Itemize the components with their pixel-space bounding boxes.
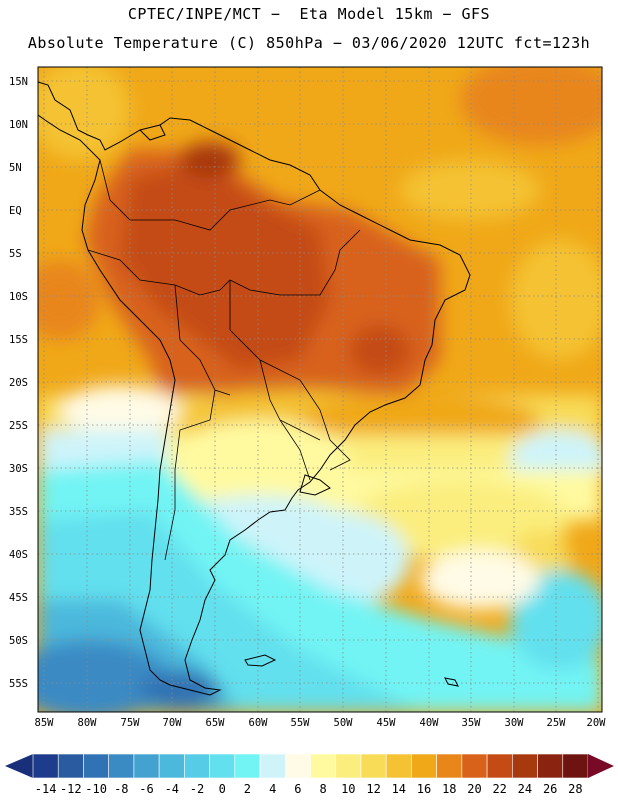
lon-label: 80W <box>77 717 97 729</box>
colorbar-swatch <box>284 753 311 779</box>
lon-label: 30W <box>504 717 524 729</box>
colorbar-label: -12 <box>59 782 82 796</box>
lon-label: 40W <box>419 717 439 729</box>
colorbar-label: 2 <box>243 782 251 796</box>
colorbar-swatch <box>335 753 362 779</box>
country-borders <box>87 159 361 561</box>
lon-label: 65W <box>205 717 225 729</box>
colorbar-swatch <box>512 753 538 779</box>
temperature-field <box>38 67 602 712</box>
lat-label: 15S <box>9 334 28 346</box>
colorbar-swatch <box>158 753 185 779</box>
colorbar-swatch <box>562 753 589 779</box>
colorbar-label: -2 <box>189 782 205 796</box>
lon-label: 45W <box>376 717 396 729</box>
colorbar-swatch <box>310 753 337 779</box>
colorbar-swatch <box>133 753 160 779</box>
lat-label: 40S <box>9 549 28 561</box>
colorbar-label: 18 <box>442 782 457 796</box>
lon-label: 55W <box>290 717 310 729</box>
colorbar-label: 12 <box>366 782 381 796</box>
colorbar-swatch <box>83 753 109 779</box>
colorbar-label: -14 <box>34 782 57 796</box>
lat-label: 10N <box>9 119 28 131</box>
lon-label: 20W <box>586 717 606 729</box>
coastlines <box>38 81 471 696</box>
colorbar-label: 26 <box>542 782 558 796</box>
colorbar-label: -10 <box>85 782 107 796</box>
colorbar-swatch <box>385 753 412 779</box>
colorbar-swatch <box>461 753 488 779</box>
colorbar-swatch <box>184 753 210 779</box>
colorbar-label: 20 <box>467 782 482 796</box>
colorbar-swatch <box>32 753 59 779</box>
colorbar-swatch <box>234 753 261 779</box>
colorbar-label: 6 <box>294 782 302 796</box>
lat-label: 50S <box>9 635 28 647</box>
title-line-2: Absolute Temperature (C) 850hPa − 03/06/… <box>27 34 591 52</box>
colorbar-swatch <box>436 753 463 779</box>
colorbar-underflow-arrow <box>5 754 33 778</box>
colorbar-label: 8 <box>319 782 327 796</box>
lon-label: 70W <box>162 717 182 729</box>
colorbar-swatch <box>360 753 387 779</box>
lat-label: 55S <box>9 678 28 690</box>
colorbar-label: -8 <box>114 782 129 796</box>
plot-frame <box>37 66 603 713</box>
colorbar-swatch <box>108 753 135 779</box>
lat-label: EQ <box>9 205 22 217</box>
lon-label: 25W <box>546 717 566 729</box>
colorbar-label: -6 <box>139 782 154 796</box>
lon-label: 75W <box>120 717 140 729</box>
lat-label: 35S <box>9 506 28 518</box>
colorbar-label: 10 <box>341 782 356 796</box>
lat-label: 15N <box>9 76 28 88</box>
lon-label: 50W <box>333 717 353 729</box>
lat-label: 25S <box>9 420 28 432</box>
colorbar-label: -4 <box>164 782 180 796</box>
colorbar-swatch <box>57 753 84 779</box>
colorbar-label: 22 <box>492 782 507 796</box>
colorbar-swatch <box>209 753 236 779</box>
lat-label: 10S <box>9 291 28 303</box>
colorbar-label: 4 <box>269 782 277 796</box>
lat-label: 45S <box>9 592 28 604</box>
colorbar-swatch <box>537 753 564 779</box>
lon-label: 60W <box>248 717 268 729</box>
colorbar-overflow-arrow <box>588 754 614 778</box>
lon-label: 35W <box>461 717 481 729</box>
colorbar-label: 28 <box>568 782 583 796</box>
colorbar-label: 14 <box>391 782 407 796</box>
lat-label: 5S <box>9 248 22 260</box>
lon-label: 85W <box>34 717 54 729</box>
colorbar-label: 0 <box>218 782 226 796</box>
colorbar-label: 16 <box>416 782 432 796</box>
lat-label: 30S <box>9 463 28 475</box>
lat-label: 5N <box>9 162 22 174</box>
colorbar-swatch <box>486 753 513 779</box>
title-line-1: CPTEC/INPE/MCT − Eta Model 15km − GFS <box>127 5 491 23</box>
colorbar-swatch <box>259 753 286 779</box>
lat-label: 20S <box>9 377 28 389</box>
colorbar-label: 24 <box>517 782 533 796</box>
colorbar-swatch <box>411 753 437 779</box>
colorbar <box>5 753 614 779</box>
